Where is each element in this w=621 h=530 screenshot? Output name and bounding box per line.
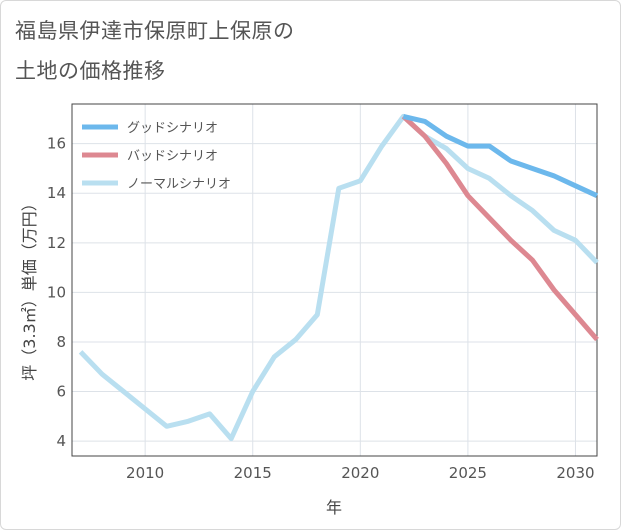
y-axis-label: 坪（3.3㎡）単価（万円）: [20, 195, 39, 380]
x-tick-label: 2020: [341, 464, 379, 482]
y-tick-label: 4: [56, 432, 66, 450]
x-axis-label: 年: [326, 498, 342, 517]
y-tick-label: 16: [47, 135, 66, 153]
legend-label: バッドシナリオ: [127, 149, 218, 164]
y-tick-label: 14: [47, 184, 66, 202]
y-tick-label: 8: [56, 333, 66, 351]
tick-labels: 2010 2015 2020 2025 2030 4 6 8 10 12 14 16: [47, 135, 595, 482]
chart-title-line1: 福島県伊達市保原町上保原の: [15, 19, 295, 43]
chart-title-line2: 土地の価格推移: [15, 59, 166, 83]
series-lines: [78, 113, 599, 442]
grid: [72, 104, 597, 456]
x-tick-label: 2010: [126, 464, 164, 482]
x-tick-label: 2015: [234, 464, 272, 482]
series-line-2: [78, 113, 599, 442]
series-line-0: [402, 113, 599, 198]
legend-label: グッドシナリオ: [127, 121, 218, 136]
plot-border: [71, 103, 598, 457]
x-tick-label: 2025: [449, 464, 487, 482]
x-tick-label: 2030: [556, 464, 594, 482]
y-tick-label: 6: [56, 383, 66, 401]
y-tick-label: 10: [47, 283, 66, 301]
series-line-1: [401, 114, 599, 342]
legend-label: ノーマルシナリオ: [127, 177, 231, 192]
y-tick-label: 12: [47, 234, 66, 252]
